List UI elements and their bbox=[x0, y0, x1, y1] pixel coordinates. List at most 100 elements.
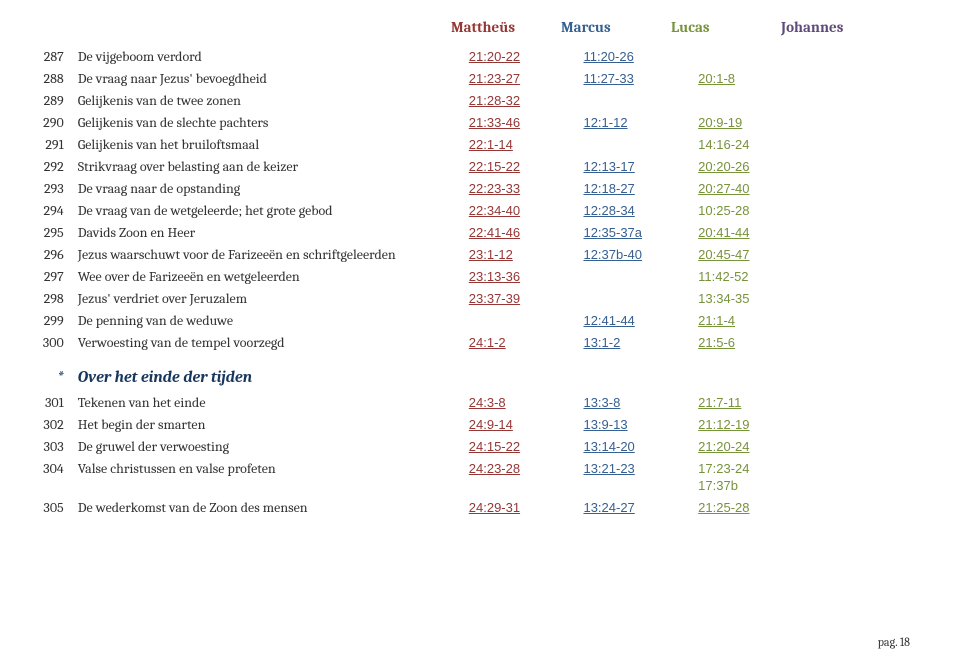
row-number: 305 bbox=[34, 497, 76, 519]
table-row: 299De penning van de weduwe12:41-4421:1-… bbox=[34, 310, 910, 332]
row-number: 298 bbox=[34, 288, 76, 310]
ref-mat[interactable]: 24:29-31 bbox=[467, 497, 582, 519]
ref-joh bbox=[811, 414, 910, 436]
table-row: 297Wee over de Farizeeën en wetgeleerden… bbox=[34, 266, 910, 288]
ref-mat[interactable]: 23:13-36 bbox=[467, 266, 582, 288]
ref-mar bbox=[581, 288, 696, 310]
row-title: Jezus' verdriet over Jeruzalem bbox=[76, 288, 467, 310]
table-row: 293De vraag naar de opstanding22:23-3312… bbox=[34, 178, 910, 200]
ref-luc[interactable]: 20:45-47 bbox=[696, 244, 811, 266]
ref-mat[interactable]: 22:23-33 bbox=[467, 178, 582, 200]
ref-mar bbox=[581, 266, 696, 288]
ref-joh bbox=[811, 244, 910, 266]
section-title: Over het einde der tijden bbox=[76, 354, 910, 392]
ref-luc[interactable]: 20:27-40 bbox=[696, 178, 811, 200]
ref-mar[interactable]: 12:28-34 bbox=[581, 200, 696, 222]
ref-mar[interactable]: 12:41-44 bbox=[581, 310, 696, 332]
row-number: 289 bbox=[34, 90, 76, 112]
ref-luc bbox=[696, 46, 811, 68]
ref-joh bbox=[811, 458, 910, 497]
ref-mar[interactable]: 12:13-17 bbox=[581, 156, 696, 178]
ref-mar[interactable]: 11:20-26 bbox=[581, 46, 696, 68]
ref-luc: 17:23-2417:37b bbox=[696, 458, 811, 497]
ref-luc[interactable]: 21:25-28 bbox=[696, 497, 811, 519]
ref-luc[interactable]: 20:20-26 bbox=[696, 156, 811, 178]
table-row: 301Tekenen van het einde24:3-813:3-821:7… bbox=[34, 392, 910, 414]
ref-mat[interactable]: 24:9-14 bbox=[467, 414, 582, 436]
ref-mat[interactable]: 24:3-8 bbox=[467, 392, 582, 414]
row-number: 287 bbox=[34, 46, 76, 68]
ref-mat[interactable]: 22:41-46 bbox=[467, 222, 582, 244]
ref-joh bbox=[811, 310, 910, 332]
row-number: 302 bbox=[34, 414, 76, 436]
header-marcus: Marcus bbox=[559, 18, 669, 36]
row-number: 294 bbox=[34, 200, 76, 222]
row-title: Davids Zoon en Heer bbox=[76, 222, 467, 244]
ref-mar[interactable]: 13:24-27 bbox=[581, 497, 696, 519]
ref-mar[interactable]: 12:37b-40 bbox=[581, 244, 696, 266]
ref-mar[interactable]: 11:27-33 bbox=[581, 68, 696, 90]
ref-joh bbox=[811, 436, 910, 458]
ref-joh bbox=[811, 68, 910, 90]
row-title: De gruwel der verwoesting bbox=[76, 436, 467, 458]
ref-joh bbox=[811, 156, 910, 178]
ref-mar bbox=[581, 90, 696, 112]
ref-mar[interactable]: 12:18-27 bbox=[581, 178, 696, 200]
ref-luc[interactable]: 21:12-19 bbox=[696, 414, 811, 436]
header-mattheus: Mattheüs bbox=[449, 18, 559, 36]
table-row: 294De vraag van de wetgeleerde; het grot… bbox=[34, 200, 910, 222]
table-row: 292Strikvraag over belasting aan de keiz… bbox=[34, 156, 910, 178]
row-title: Jezus waarschuwt voor de Farizeeën en sc… bbox=[76, 244, 467, 266]
row-number: 301 bbox=[34, 392, 76, 414]
ref-mar[interactable]: 12:1-12 bbox=[581, 112, 696, 134]
ref-mat[interactable]: 21:28-32 bbox=[467, 90, 582, 112]
ref-mar[interactable]: 13:9-13 bbox=[581, 414, 696, 436]
row-title: Gelijkenis van het bruiloftsmaal bbox=[76, 134, 467, 156]
ref-mat[interactable]: 21:33-46 bbox=[467, 112, 582, 134]
ref-joh bbox=[811, 222, 910, 244]
row-number: 300 bbox=[34, 332, 76, 354]
ref-luc[interactable]: 21:1-4 bbox=[696, 310, 811, 332]
row-number: 290 bbox=[34, 112, 76, 134]
ref-luc[interactable]: 21:20-24 bbox=[696, 436, 811, 458]
ref-mat[interactable]: 22:15-22 bbox=[467, 156, 582, 178]
ref-mat[interactable]: 23:37-39 bbox=[467, 288, 582, 310]
table-row: 298Jezus' verdriet over Jeruzalem23:37-3… bbox=[34, 288, 910, 310]
ref-mat[interactable]: 21:23-27 bbox=[467, 68, 582, 90]
row-title: De vraag naar de opstanding bbox=[76, 178, 467, 200]
ref-mat[interactable]: 21:20-22 bbox=[467, 46, 582, 68]
section-star: * bbox=[34, 354, 76, 392]
ref-mar[interactable]: 13:21-23 bbox=[581, 458, 696, 497]
row-number: 292 bbox=[34, 156, 76, 178]
ref-luc[interactable]: 21:5-6 bbox=[696, 332, 811, 354]
ref-joh bbox=[811, 112, 910, 134]
ref-mat[interactable]: 24:15-22 bbox=[467, 436, 582, 458]
ref-mat[interactable]: 22:1-14 bbox=[467, 134, 582, 156]
row-number: 293 bbox=[34, 178, 76, 200]
ref-mar[interactable]: 13:1-2 bbox=[581, 332, 696, 354]
ref-luc[interactable]: 20:9-19 bbox=[696, 112, 811, 134]
ref-mat[interactable]: 24:1-2 bbox=[467, 332, 582, 354]
row-title: De vraag van de wetgeleerde; het grote g… bbox=[76, 200, 467, 222]
ref-joh bbox=[811, 178, 910, 200]
ref-mat bbox=[467, 310, 582, 332]
ref-mat[interactable]: 24:23-28 bbox=[467, 458, 582, 497]
ref-joh bbox=[811, 288, 910, 310]
ref-mar[interactable]: 13:14-20 bbox=[581, 436, 696, 458]
ref-luc[interactable]: 20:1-8 bbox=[696, 68, 811, 90]
table-row: 302Het begin der smarten24:9-1413:9-1321… bbox=[34, 414, 910, 436]
ref-luc[interactable]: 21:7-11 bbox=[696, 392, 811, 414]
table-row: 296Jezus waarschuwt voor de Farizeeën en… bbox=[34, 244, 910, 266]
ref-mar[interactable]: 13:3-8 bbox=[581, 392, 696, 414]
ref-joh bbox=[811, 134, 910, 156]
row-title: Gelijkenis van de slechte pachters bbox=[76, 112, 467, 134]
ref-mat[interactable]: 23:1-12 bbox=[467, 244, 582, 266]
row-title: De penning van de weduwe bbox=[76, 310, 467, 332]
ref-mar[interactable]: 12:35-37a bbox=[581, 222, 696, 244]
ref-luc[interactable]: 20:41-44 bbox=[696, 222, 811, 244]
ref-mat[interactable]: 22:34-40 bbox=[467, 200, 582, 222]
row-title: Wee over de Farizeeën en wetgeleerden bbox=[76, 266, 467, 288]
row-number: 296 bbox=[34, 244, 76, 266]
ref-joh bbox=[811, 332, 910, 354]
row-title: Valse christussen en valse profeten bbox=[76, 458, 467, 497]
